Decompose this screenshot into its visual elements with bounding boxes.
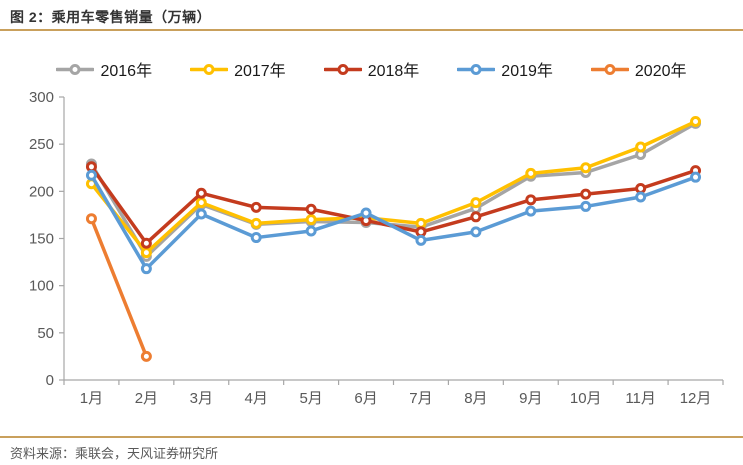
data-point-2020年 — [85, 213, 97, 225]
legend-line-marker-icon — [590, 63, 629, 75]
x-axis-label: 5月 — [299, 390, 322, 407]
data-point-2017年 — [140, 247, 152, 259]
data-point-2018年 — [415, 226, 427, 238]
y-axis-label: 250 — [29, 136, 54, 153]
x-axis-label: 1月 — [80, 390, 103, 407]
data-point-2020年 — [140, 350, 152, 362]
legend-line-marker-icon — [190, 63, 229, 75]
chart-legend: 2016年 2017年 2018年 2019年 2020年 — [0, 57, 743, 81]
data-point-2017年 — [195, 197, 207, 209]
legend-label: 2020年 — [634, 63, 687, 80]
figure-title: 图 2：乘用车零售销量（万辆） — [10, 9, 212, 25]
data-point-2017年 — [580, 162, 592, 174]
series-line-2019年 — [89, 173, 698, 271]
legend-line-marker-icon — [457, 63, 496, 75]
top-separator-line — [0, 29, 743, 31]
data-point-2018年 — [195, 187, 207, 199]
legend-label: 2016年 — [100, 63, 153, 80]
data-point-2017年 — [250, 217, 262, 229]
legend-item-2018年: 2018年 — [323, 57, 420, 81]
legend-item-2020年: 2020年 — [590, 57, 687, 81]
legend-label: 2018年 — [367, 63, 420, 80]
x-axis-label: 4月 — [245, 390, 268, 407]
data-point-2017年 — [690, 116, 702, 128]
y-axis-label: 0 — [46, 372, 54, 389]
x-axis-label: 3月 — [190, 390, 213, 407]
y-axis-label: 200 — [29, 183, 54, 200]
data-point-2017年 — [470, 197, 482, 209]
x-axis-label: 8月 — [464, 390, 487, 407]
data-point-2018年 — [470, 211, 482, 223]
series-line-2020年 — [89, 216, 149, 359]
data-point-2019年 — [250, 232, 262, 244]
data-point-2018年 — [305, 203, 317, 215]
data-point-2019年 — [470, 226, 482, 238]
x-axis-label: 12月 — [680, 390, 712, 407]
data-point-2019年 — [305, 225, 317, 237]
x-axis-label: 10月 — [570, 390, 602, 407]
data-point-2019年 — [580, 200, 592, 212]
data-point-2018年 — [140, 237, 152, 249]
y-axis-label: 150 — [29, 231, 54, 248]
data-point-2019年 — [85, 169, 97, 181]
data-point-2019年 — [195, 208, 207, 220]
data-point-2017年 — [305, 214, 317, 226]
data-source-text: 资料来源：乘联会，天风证券研究所 — [10, 446, 219, 461]
bottom-separator-line — [0, 436, 743, 438]
legend-item-2017年: 2017年 — [190, 57, 286, 81]
x-axis-label: 9月 — [519, 390, 542, 407]
y-axis-label: 50 — [37, 325, 54, 342]
series-line-2017年 — [89, 119, 698, 255]
data-point-2018年 — [635, 183, 647, 195]
chart-svg: 0 50 100 150 200 250 300 1月 2月 3月 4月 5月 6月 7月 8月 9月 10月 1… — [29, 89, 724, 407]
data-point-2017年 — [525, 167, 537, 179]
data-point-2018年 — [250, 201, 262, 213]
y-axis-label: 300 — [29, 89, 54, 106]
data-point-2017年 — [415, 217, 427, 229]
data-point-2019年 — [525, 205, 537, 217]
data-point-2019年 — [140, 263, 152, 275]
data-point-2018年 — [525, 194, 537, 206]
x-axis-label: 7月 — [409, 390, 432, 407]
x-axis-label: 6月 — [354, 390, 377, 407]
data-point-2019年 — [360, 207, 372, 219]
data-point-2019年 — [635, 191, 647, 203]
series-line-2016年 — [89, 121, 698, 259]
legend-label: 2017年 — [234, 63, 286, 80]
x-axis-label: 2月 — [135, 390, 158, 407]
y-axis-label: 100 — [29, 278, 54, 295]
data-point-2018年 — [580, 188, 592, 200]
x-axis-label: 11月 — [625, 390, 656, 407]
legend-item-2016年: 2016年 — [56, 57, 152, 81]
legend-label: 2019年 — [501, 63, 553, 80]
data-point-2018年 — [85, 161, 97, 173]
legend-line-marker-icon — [323, 63, 362, 75]
data-point-2019年 — [415, 234, 427, 246]
legend-item-2019年: 2019年 — [457, 57, 553, 81]
legend-line-marker-icon — [56, 63, 95, 75]
data-point-2017年 — [635, 141, 647, 153]
data-point-2019年 — [690, 171, 702, 183]
